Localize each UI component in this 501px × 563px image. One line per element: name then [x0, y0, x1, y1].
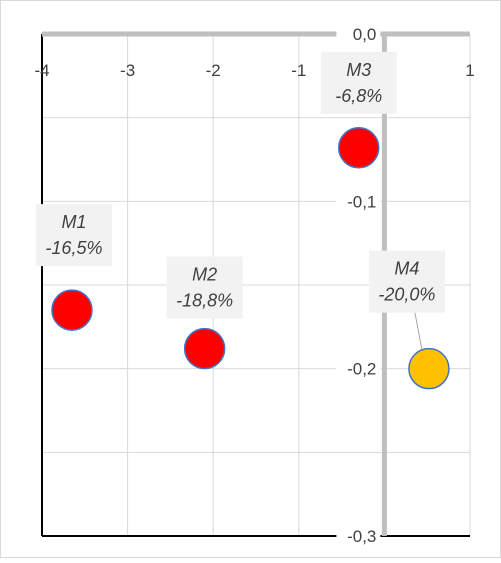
data-label-name: M2 [192, 265, 217, 285]
data-point-marker [408, 347, 450, 390]
data-points: M1 -16,5% M2 -18,8% M3 -6,8% M4 -20,0% [35, 51, 450, 390]
data-point-marker [183, 327, 226, 370]
data-label-bg [368, 250, 445, 313]
data-label-bg [320, 51, 397, 114]
x-tick-label: -1 [291, 61, 306, 80]
y-tick-label: -0,1 [347, 192, 376, 211]
data-label-value: -6,8% [335, 86, 382, 106]
data-point-marker [51, 289, 93, 331]
x-tick-label: -2 [206, 61, 221, 80]
y-tick-label: -0,3 [347, 527, 376, 546]
data-label-name: M4 [394, 259, 419, 279]
y-tick-label-bg [336, 524, 381, 548]
leader-line [414, 312, 424, 355]
x-tick-label: -4 [34, 61, 49, 80]
y-tick-label-bg [336, 189, 381, 214]
x-tick-label: 1 [465, 61, 474, 80]
data-label-bg [166, 256, 243, 319]
y-tick-label-bg [336, 356, 381, 381]
x-tick-label: -3 [120, 61, 135, 80]
data-label-value: -18,8% [176, 291, 233, 311]
y-tick-label-bg [336, 22, 381, 46]
data-label-value: -20,0% [378, 285, 435, 305]
tick-labels: -4-3-2-1010,0-0,1-0,2-0,3 [34, 22, 475, 548]
y-tick-label: -0,2 [347, 360, 376, 379]
y-tick-label: 0,0 [353, 25, 377, 44]
data-label-name: M1 [61, 212, 86, 232]
data-label-name: M3 [346, 60, 371, 80]
data-label-value: -16,5% [45, 238, 102, 258]
data-label-bg [35, 204, 112, 267]
data-point-marker [337, 127, 380, 169]
